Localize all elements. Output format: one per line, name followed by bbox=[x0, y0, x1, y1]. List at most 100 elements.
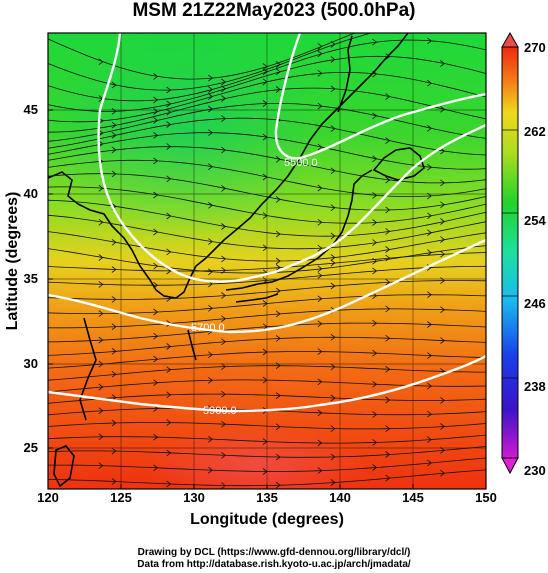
streamline-arrow bbox=[166, 295, 172, 302]
contour-5500-north bbox=[274, 33, 486, 160]
streamline bbox=[48, 55, 486, 112]
grid-lines bbox=[48, 33, 486, 489]
streamline-arrow bbox=[317, 378, 323, 386]
streamline-arrow bbox=[98, 184, 104, 192]
streamline-arrow bbox=[330, 40, 336, 48]
x-tick-label: 135 bbox=[256, 490, 278, 505]
streamline-arrow bbox=[372, 411, 378, 418]
streamline-arrow bbox=[440, 218, 446, 225]
streamline-arrow bbox=[153, 433, 159, 441]
streamline-arrow bbox=[221, 267, 227, 274]
streamline-arrow bbox=[385, 474, 391, 482]
streamline-arrow bbox=[221, 292, 227, 299]
streamline-arrow bbox=[98, 433, 104, 441]
credit-line-2: Data from http://database.rish.kyoto-u.a… bbox=[137, 559, 411, 570]
streamline-arrow bbox=[317, 143, 323, 151]
streamline-arrow bbox=[98, 462, 104, 470]
streamline-arrow bbox=[98, 281, 104, 288]
streamline-arrow bbox=[440, 397, 446, 404]
streamline-arrow bbox=[317, 265, 323, 273]
streamline-arrow bbox=[275, 287, 281, 295]
streamline-arrow bbox=[440, 337, 446, 344]
streamline-arrow bbox=[111, 170, 117, 178]
streamline-arrow bbox=[275, 362, 281, 370]
streamline-arrow bbox=[153, 332, 159, 340]
contour-5500 bbox=[97, 33, 486, 283]
y-tick-label: 40 bbox=[23, 186, 38, 201]
streamline-arrow bbox=[372, 155, 378, 163]
streamline-arrow bbox=[262, 277, 268, 284]
streamline-arrow bbox=[153, 262, 159, 270]
streamline-arrow bbox=[166, 212, 172, 220]
streamline-arrow bbox=[330, 56, 336, 63]
streamline-arrow bbox=[98, 407, 104, 415]
streamline-arrow bbox=[385, 278, 391, 286]
streamline-arrow bbox=[440, 21, 444, 27]
streamline-arrow bbox=[385, 451, 391, 458]
streamline-arrow bbox=[221, 255, 227, 263]
colorbar-tick-label: 230 bbox=[524, 463, 546, 478]
streamline-arrow bbox=[440, 236, 446, 243]
streamline-arrow bbox=[385, 53, 391, 60]
streamline-arrow bbox=[330, 259, 336, 267]
streamline bbox=[48, 173, 486, 211]
streamline-arrow bbox=[427, 436, 432, 443]
streamline-arrow bbox=[221, 85, 227, 93]
streamline-arrow bbox=[262, 468, 268, 475]
streamline-arrow bbox=[221, 482, 227, 489]
streamline bbox=[48, 446, 486, 458]
streamline-arrow bbox=[275, 86, 281, 93]
streamline-arrow bbox=[153, 464, 159, 472]
streamline-arrow bbox=[275, 155, 281, 163]
streamline-arrow bbox=[111, 419, 117, 427]
streamline-arrow bbox=[386, 26, 390, 32]
streamline-arrow bbox=[166, 366, 172, 374]
streamline-arrow bbox=[427, 382, 432, 390]
streamline-arrow bbox=[330, 254, 336, 261]
x-tick-label: 150 bbox=[475, 490, 497, 505]
streamline bbox=[48, 33, 374, 91]
streamline-arrow bbox=[440, 250, 446, 258]
streamline-arrow bbox=[166, 100, 172, 108]
streamline-arrow bbox=[427, 291, 432, 299]
streamline-arrow bbox=[330, 125, 336, 132]
streamline-arrow bbox=[317, 43, 323, 50]
contour-labels: 5500.0 5700.0 5900.0 bbox=[191, 157, 318, 417]
streamline-arrow bbox=[317, 272, 323, 279]
streamline-arrow bbox=[385, 254, 391, 262]
streamline-arrow bbox=[153, 108, 159, 115]
streamline-arrow bbox=[208, 74, 213, 82]
y-tick-label: 35 bbox=[23, 271, 38, 286]
streamline-arrow bbox=[372, 464, 378, 471]
streamline-arrow bbox=[111, 447, 117, 455]
streamline-arrow bbox=[275, 68, 281, 76]
streamline-arrow bbox=[221, 95, 227, 102]
streamline-arrow bbox=[166, 86, 172, 94]
streamline-arrow bbox=[275, 264, 281, 271]
streamline-arrow bbox=[208, 129, 213, 137]
streamline bbox=[48, 336, 486, 356]
streamline-arrow bbox=[330, 282, 336, 290]
streamline-arrow bbox=[153, 96, 159, 104]
contour-label-5900: 5900.0 bbox=[203, 405, 237, 417]
streamline-arrow bbox=[221, 390, 227, 398]
streamline-arrow bbox=[153, 191, 159, 199]
streamline-arrow bbox=[440, 423, 446, 430]
colorbar-bottom-arrow bbox=[501, 457, 519, 475]
colorbar-tick-label: 246 bbox=[524, 296, 546, 311]
streamline-arrow bbox=[372, 219, 378, 226]
streamline-arrow bbox=[111, 296, 117, 303]
contour-5700 bbox=[48, 238, 486, 334]
streamline-arrow bbox=[221, 363, 227, 370]
streamline-arrow bbox=[262, 68, 268, 76]
streamline-arrow bbox=[427, 7, 431, 13]
streamline bbox=[48, 365, 486, 381]
streamline-arrow bbox=[275, 423, 281, 431]
streamline bbox=[48, 199, 486, 237]
streamline-arrow bbox=[440, 179, 446, 187]
streamline-arrow bbox=[111, 266, 117, 273]
streamline-arrow bbox=[208, 238, 213, 245]
streamline-arrow bbox=[275, 257, 281, 265]
streamline-arrow bbox=[440, 446, 446, 454]
